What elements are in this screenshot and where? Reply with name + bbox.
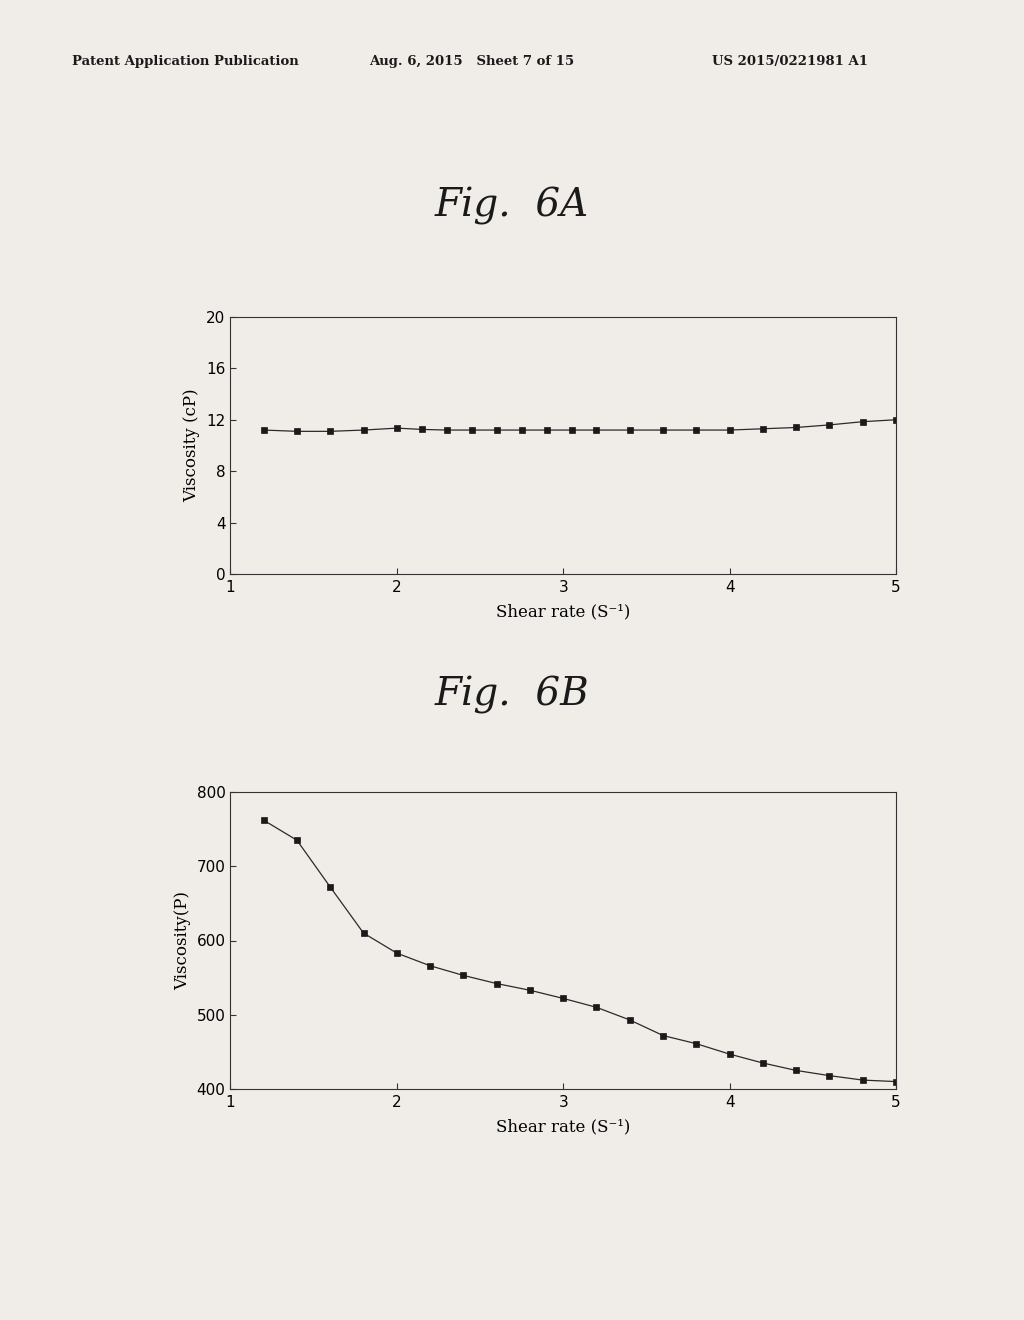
Text: Patent Application Publication: Patent Application Publication (72, 55, 298, 69)
Text: Fig.  6A: Fig. 6A (435, 187, 589, 226)
X-axis label: Shear rate (S⁻¹): Shear rate (S⁻¹) (496, 1118, 631, 1135)
X-axis label: Shear rate (S⁻¹): Shear rate (S⁻¹) (496, 603, 631, 620)
Text: Aug. 6, 2015   Sheet 7 of 15: Aug. 6, 2015 Sheet 7 of 15 (369, 55, 573, 69)
Y-axis label: Viscosity (cP): Viscosity (cP) (183, 388, 201, 503)
Y-axis label: Viscosity(P): Viscosity(P) (174, 891, 191, 990)
Text: Fig.  6B: Fig. 6B (434, 676, 590, 714)
Text: US 2015/0221981 A1: US 2015/0221981 A1 (712, 55, 867, 69)
